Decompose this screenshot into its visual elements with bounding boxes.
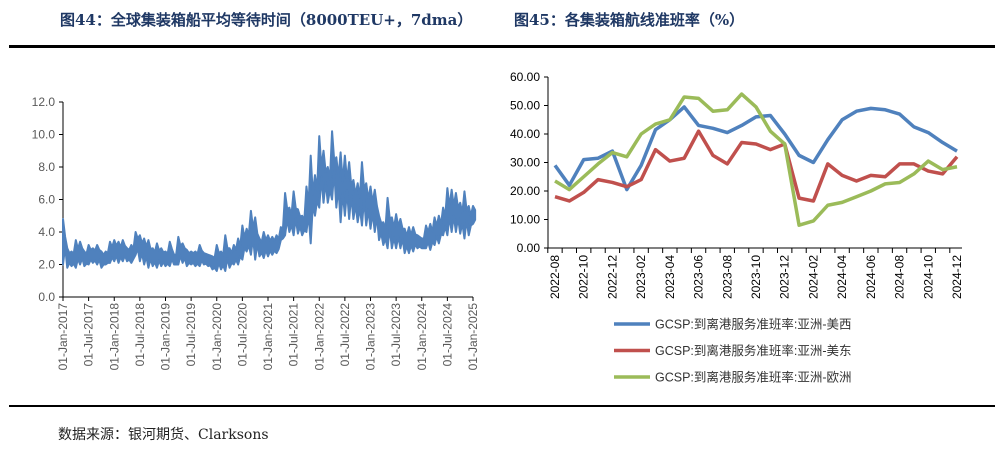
left-y-tick-label: 10.0	[32, 128, 56, 142]
right-x-tick-label: 2024-12	[950, 255, 964, 299]
left-x-tick-label: 01-Jul-2022	[338, 303, 352, 367]
right-y-tick-label: 20.00	[510, 184, 540, 198]
left-y-tick-label: 2.0	[38, 258, 55, 272]
left-y-tick-label: 8.0	[38, 160, 55, 174]
series-line-1	[553, 105, 958, 192]
left-chart-title: 图44：全球集装箱船平均等待时间（8000TEU+，7dma）	[60, 11, 473, 29]
right-x-tick-label: 2024-04	[835, 255, 849, 299]
source-note: 数据来源：银河期货、Clarksons	[58, 427, 269, 443]
bottom-divider	[9, 405, 995, 407]
right-y-tick-label: 10.00	[510, 213, 540, 227]
right-y-tick-label: 40.00	[510, 127, 540, 141]
legend-label-2: GCSP:到离港服务准班率:亚洲-美东	[655, 343, 852, 358]
left-x-tick-label: 01-Jan-2024	[415, 303, 429, 371]
left-y-tick-label: 12.0	[32, 95, 56, 109]
left-x-tick-label: 01-Jan-2018	[107, 303, 121, 371]
top-divider	[9, 45, 995, 48]
left-x-tick-label: 01-Jul-2019	[184, 303, 198, 367]
right-x-tick-label: 2023-08	[720, 255, 734, 299]
right-x-tick-label: 2023-12	[778, 255, 792, 299]
left-y-tick-label: 6.0	[38, 193, 55, 207]
left-x-tick-label: 01-Jan-2023	[364, 303, 378, 371]
right-chart-title: 图45：各集装箱航线准班率（%）	[514, 11, 745, 29]
right-x-tick-label: 2023-06	[692, 255, 706, 299]
left-x-tick-label: 01-Jul-2020	[235, 303, 249, 367]
left-x-tick-label: 01-Jan-2022	[312, 303, 326, 371]
right-x-tick-label: 2022-10	[577, 255, 591, 299]
left-x-tick-label: 01-Jul-2023	[389, 303, 403, 367]
series-line-3	[554, 92, 958, 227]
left-x-tick-label: 01-Jul-2018	[133, 303, 147, 367]
series-line-2	[554, 129, 959, 203]
left-x-tick-label: 01-Jul-2024	[440, 303, 454, 367]
left-x-tick-label: 01-Jul-2017	[82, 303, 96, 367]
left-x-tick-label: 01-Jan-2019	[159, 303, 173, 371]
right-x-tick-label: 2023-04	[663, 255, 677, 299]
right-x-tick-label: 2023-02	[634, 255, 648, 299]
right-y-tick-label: 50.00	[510, 99, 540, 113]
right-x-tick-label: 2024-02	[806, 255, 820, 299]
legend-label-1: GCSP:到离港服务准班率:亚洲-美西	[655, 317, 852, 332]
left-x-tick-label: 01-Jan-2020	[210, 303, 224, 371]
left-y-tick-label: 4.0	[38, 225, 55, 239]
left-y-tick-label: 0.0	[38, 290, 55, 304]
right-y-tick-label: 60.00	[510, 70, 540, 84]
left-x-tick-label: 01-Jul-2021	[287, 303, 301, 367]
right-x-tick-label: 2024-08	[893, 255, 907, 299]
right-x-tick-label: 2024-06	[864, 255, 878, 299]
right-x-tick-label: 2022-12	[605, 255, 619, 299]
right-y-tick-label: 30.00	[510, 156, 540, 170]
legend-label-3: GCSP:到离港服务准班率:亚洲-欧洲	[655, 370, 852, 385]
left-x-tick-label: 01-Jan-2021	[261, 303, 275, 371]
waiting-time-series	[62, 130, 477, 272]
right-x-tick-label: 2022-08	[548, 255, 562, 299]
right-y-tick-label: 0.00	[517, 241, 541, 255]
left-x-tick-label: 01-Jan-2017	[56, 303, 70, 371]
left-x-tick-label: 01-Jan-2025	[466, 303, 480, 371]
right-x-tick-label: 2023-10	[749, 255, 763, 299]
right-x-tick-label: 2024-10	[921, 255, 935, 299]
